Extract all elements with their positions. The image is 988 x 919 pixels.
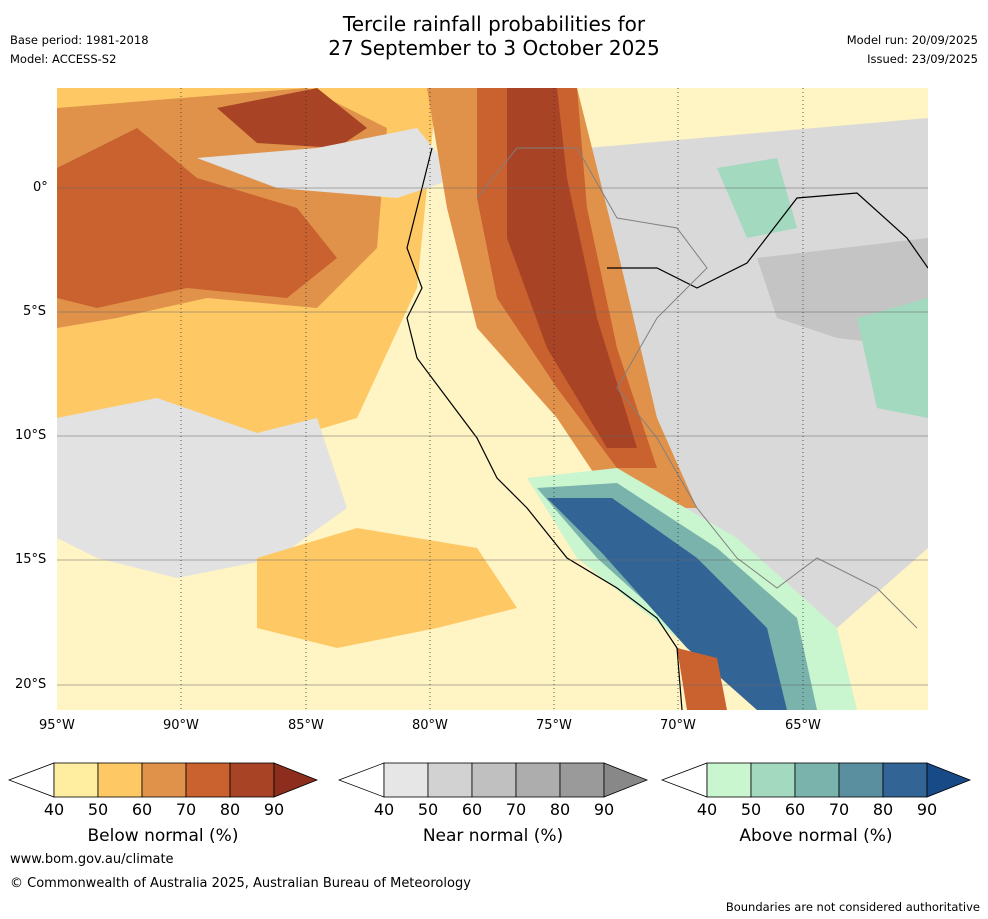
- below-region-chile: [677, 648, 727, 710]
- legend-below-tick: 40: [43, 800, 65, 819]
- legend-above-tick: 60: [784, 800, 806, 819]
- lat-label-20s: 20°S: [15, 677, 47, 692]
- legend-below-ticks: 40 50 60 70 80 90: [39, 800, 319, 822]
- above-region-east: [857, 298, 928, 418]
- lon-label-70w: 70°W: [660, 718, 696, 733]
- legend-below-colorbar: [8, 762, 319, 798]
- legend-near-label: Near normal (%): [422, 826, 564, 846]
- below-region-south: [257, 528, 517, 648]
- legend-above-tick: 50: [740, 800, 762, 819]
- legend-below-tick: 60: [131, 800, 153, 819]
- legend-near-tick: 90: [593, 800, 615, 819]
- coastline: [406, 147, 683, 710]
- near-region-ocean-south: [57, 398, 347, 578]
- lat-label-5s: 5°S: [23, 304, 47, 319]
- legend-near-colorbar: [338, 762, 649, 798]
- model-name: Model: ACCESS-S2: [10, 52, 117, 66]
- lat-gridlines: [57, 187, 928, 686]
- lon-label-95w: 95°W: [39, 718, 75, 733]
- chart-title: Tercile rainfall probabilities for 27 Se…: [0, 12, 988, 60]
- legend-above-tick: 40: [696, 800, 718, 819]
- model-run: Model run: 20/09/2025: [846, 33, 978, 47]
- lon-label-90w: 90°W: [163, 718, 199, 733]
- lon-label-75w: 75°W: [536, 718, 572, 733]
- legend-near-tick: 40: [373, 800, 395, 819]
- lon-label-65w: 65°W: [785, 718, 821, 733]
- legend-above-tick: 90: [916, 800, 938, 819]
- below-region-ocean-peak: [217, 88, 367, 148]
- legend-below-tick: 70: [175, 800, 197, 819]
- legend-above-label: Above normal (%): [739, 826, 893, 846]
- legend-near-ticks: 40 50 60 70 80 90: [369, 800, 649, 822]
- probability-map: [57, 88, 928, 710]
- amazon-river: [607, 192, 928, 289]
- lon-label-85w: 85°W: [288, 718, 324, 733]
- legend-above-tick: 80: [872, 800, 894, 819]
- copyright-notice: © Commonwealth of Australia 2025, Austra…: [10, 876, 471, 891]
- title-line-2: 27 September to 3 October 2025: [328, 36, 660, 60]
- legend-above-ticks: 40 50 60 70 80 90: [692, 800, 972, 822]
- title-line-1: Tercile rainfall probabilities for: [342, 12, 646, 36]
- lat-label-15s: 15°S: [15, 552, 47, 567]
- near-region-ocean-north: [197, 128, 457, 198]
- legend-above-colorbar: [661, 762, 972, 798]
- border-line: [476, 147, 918, 629]
- legend-below-tick: 90: [263, 800, 285, 819]
- lat-label-10s: 10°S: [15, 428, 47, 443]
- legend-near-tick: 50: [417, 800, 439, 819]
- above-region-north: [717, 158, 797, 238]
- boundary-disclaimer: Boundaries are not considered authoritat…: [725, 900, 980, 914]
- lat-label-0: 0°: [33, 180, 48, 195]
- above-region-altiplano-strong: [547, 498, 787, 710]
- legend-below-tick: 50: [87, 800, 109, 819]
- legend-below-tick: 80: [219, 800, 241, 819]
- base-period: Base period: 1981-2018: [10, 33, 149, 47]
- legend-below-label: Below normal (%): [87, 826, 239, 846]
- legend-near-tick: 80: [549, 800, 571, 819]
- below-region-ocean-strong: [57, 128, 337, 308]
- legend-near-tick: 60: [461, 800, 483, 819]
- legend-above-tick: 70: [828, 800, 850, 819]
- legend-near-tick: 70: [505, 800, 527, 819]
- below-region-andes-peak: [507, 88, 637, 448]
- source-url: www.bom.gov.au/climate: [10, 852, 174, 867]
- lon-label-80w: 80°W: [412, 718, 448, 733]
- issued-date: Issued: 23/09/2025: [867, 52, 978, 66]
